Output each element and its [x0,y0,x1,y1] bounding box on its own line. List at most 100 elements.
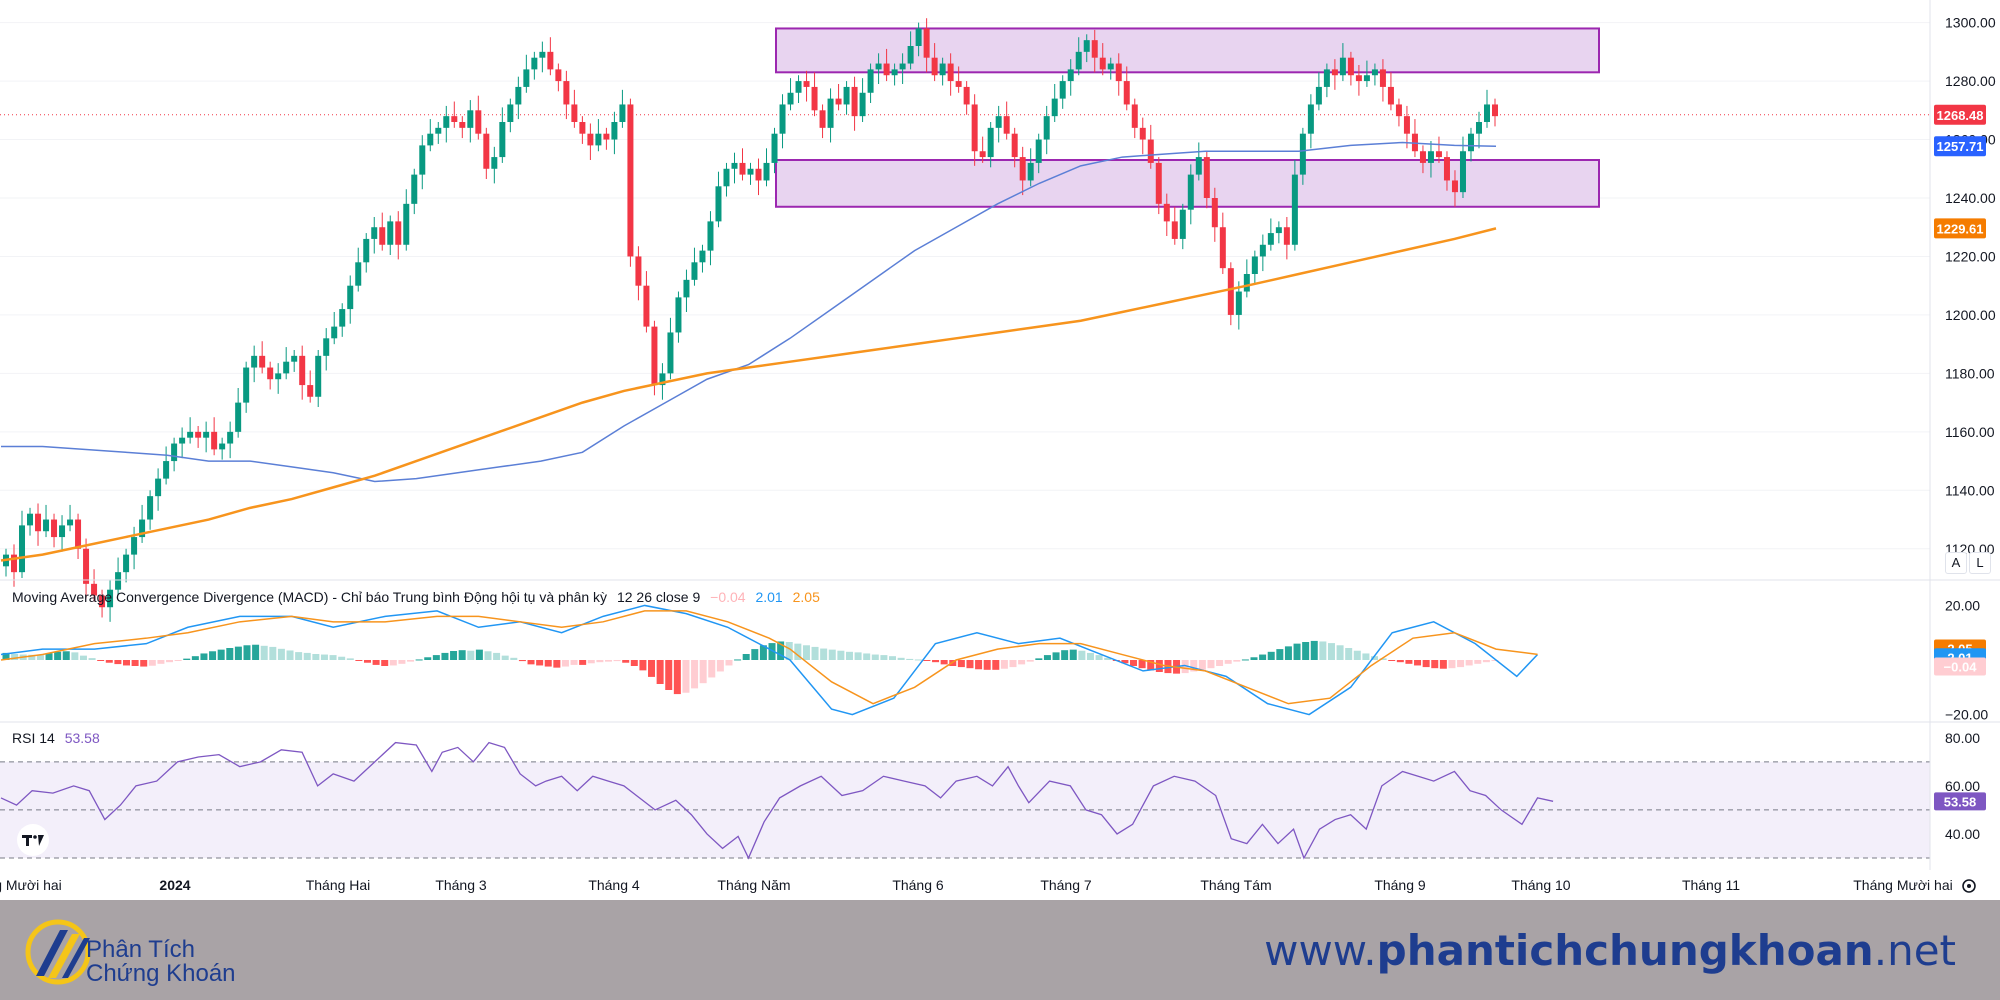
candle-body [259,355,266,368]
macd-histogram-bar [1190,660,1198,672]
macd-tick-label: 20.00 [1945,597,1980,613]
macd-histogram-bar [260,645,268,660]
price-scale[interactable]: 1300.001280.001260.001240.001220.001200.… [1934,15,1996,842]
candle-body [251,355,258,368]
candle-body [403,203,410,245]
candle-body [587,133,594,146]
candle-body [1467,133,1474,152]
candle-body [1299,133,1306,175]
macd-histogram-bar [1009,660,1017,668]
rsi-title: RSI 14 53.58 [12,730,100,746]
candle-body [1403,116,1410,134]
candle-body [51,519,58,538]
candle-body [291,355,298,362]
macd-histogram-bar [725,660,733,666]
macd-histogram-bar [1439,660,1447,669]
macd-histogram-bar [493,652,501,660]
candle-body [715,186,722,222]
macd-histogram-bar [269,646,277,660]
macd-histogram-bar [518,660,526,662]
candle-body [371,227,378,239]
candle-body [1099,57,1106,70]
candle-body [1131,104,1138,128]
macd-histogram-bar [1241,659,1249,661]
macd-histogram-bar [975,660,983,670]
candle-body [915,28,922,46]
macd-histogram-bar [1353,650,1361,660]
log-scale-button[interactable]: L [1969,552,1991,574]
macd-histogram-bar [553,660,561,668]
price-tick-label: 1140.00 [1945,482,1995,498]
candle-body [811,86,818,111]
brand-logo-icon [25,919,91,985]
candle-body [147,496,154,520]
macd-histogram-bar [415,659,423,661]
auto-scale-button[interactable]: A [1945,552,1967,574]
website-url[interactable]: www.phantichchungkhoan.net [1264,926,1956,975]
macd-histogram-bar [1491,660,1499,661]
macd-tick-label: −20.00 [1945,707,1988,723]
macd-histogram-bar [372,660,380,665]
candle-body [667,332,674,374]
macd-histogram-bar [561,660,569,667]
candle-body [1171,221,1178,239]
macd-histogram-bar [889,656,897,660]
candle-body [387,221,394,245]
candle-body [883,63,890,76]
rsi-pane[interactable] [0,741,1930,860]
candle-body [987,127,994,158]
macd-histogram-bar [983,660,991,670]
macd-histogram-bar [97,660,105,661]
candle-body [307,385,314,397]
candle-body [179,437,186,444]
candle-body [1091,40,1098,58]
candle-body [1355,75,1362,82]
candle-body [1011,133,1018,158]
macd-histogram-bar [1457,660,1465,668]
candle-body [187,431,194,438]
macd-histogram-bar [1035,658,1043,660]
candle-body [1027,162,1034,181]
macd-histogram-bar [303,652,311,660]
macd-histogram-bar [1474,660,1482,664]
candle-body [699,250,706,263]
settings-gear-icon[interactable] [1962,879,1976,893]
macd-histogram-bar [226,648,234,660]
candle-body [1419,151,1426,163]
signal-line [0,610,1538,705]
candle-body [67,519,74,526]
macd-histogram-bar [820,648,828,660]
candle-body [1443,157,1450,181]
candle-body [27,513,34,526]
macd-histogram-bar [716,660,724,672]
macd-histogram-bar [914,659,922,661]
tradingview-logo-icon[interactable] [17,824,49,856]
macd-histogram-bar [1000,660,1008,669]
candle-body [643,285,650,327]
macd-histogram-bar [768,643,776,660]
logo-line1: Phân Tích [86,936,195,963]
candle-body [163,461,170,479]
candle-body [739,162,746,175]
candle-body [947,63,954,82]
macd-histogram-bar [467,650,475,660]
macd-histogram-bar [1086,652,1094,660]
candle-body [619,104,626,122]
candle-body [1475,122,1482,134]
price-tick-label: 1300.00 [1945,15,1996,31]
candle-body [499,122,506,158]
macd-histogram-bar [36,655,44,660]
candle-body [1492,104,1498,117]
macd-histogram-bar [131,660,139,666]
candle-body [99,595,106,608]
macd-histogram-bar [1061,650,1069,660]
candle-body [819,110,826,128]
candle-body [155,478,162,497]
macd-pane[interactable] [0,604,1539,716]
candle-body [1251,256,1258,274]
price-pane[interactable] [0,18,1930,622]
macd-histogram-bar [630,660,638,666]
candle-body [555,69,562,82]
candle-body [1395,104,1402,117]
macd-histogram-bar [1095,655,1103,660]
